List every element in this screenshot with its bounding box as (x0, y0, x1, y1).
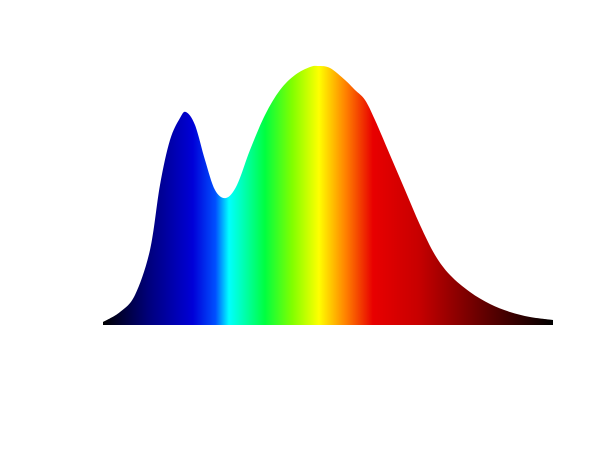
area (103, 65, 553, 325)
